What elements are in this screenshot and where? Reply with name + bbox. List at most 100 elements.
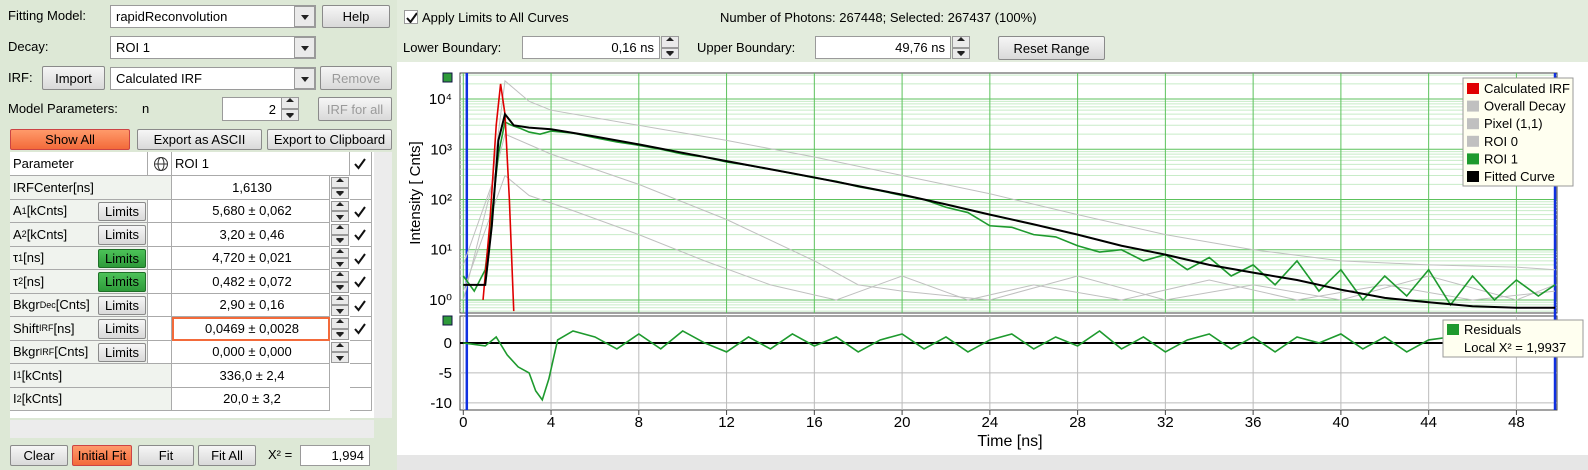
button[interactable]: Import (42, 66, 105, 90)
button[interactable]: Export to Clipboard (267, 129, 392, 150)
spin-up[interactable] (331, 294, 349, 306)
check-cell[interactable] (350, 176, 372, 200)
spin-down[interactable] (331, 328, 349, 340)
param-unit: [kCnts] (26, 226, 68, 242)
curve (462, 174, 1556, 301)
check-cell[interactable] (350, 270, 372, 294)
param-subscript: IRF (39, 323, 54, 334)
param-value[interactable]: 3,20 ± 0,46 (172, 223, 330, 247)
check-cell[interactable] (350, 387, 372, 411)
param-value[interactable]: 5,680 ± 0,062 (172, 199, 330, 223)
param-value[interactable]: 0,482 ± 0,072 (172, 270, 330, 294)
checkmark[interactable] (353, 322, 367, 336)
button[interactable]: Initial Fit (72, 445, 132, 466)
button[interactable]: Clear (10, 445, 68, 466)
legend-swatch (1467, 83, 1479, 94)
limits-button[interactable]: Limits (98, 319, 146, 339)
spin-up[interactable] (661, 36, 679, 48)
param-value[interactable]: 1,6130 (172, 176, 330, 200)
param-unit: [ns] (53, 320, 75, 336)
param-symbol: I (13, 367, 17, 383)
button[interactable]: Export as ASCII (137, 129, 262, 150)
button[interactable]: Help (322, 5, 390, 28)
spin-up[interactable] (331, 271, 349, 282)
number-input[interactable]: 2 (222, 97, 282, 121)
x-tick-label: 40 (1333, 414, 1350, 431)
spin-down[interactable] (331, 258, 349, 269)
spin-up[interactable] (331, 200, 349, 212)
spin-down[interactable] (331, 281, 349, 293)
check-cell[interactable] (350, 199, 372, 223)
spin-down[interactable] (661, 47, 679, 59)
limits-button[interactable]: Limits (98, 295, 146, 315)
button[interactable]: Remove (320, 66, 392, 90)
spin-down[interactable] (331, 234, 349, 246)
button[interactable]: Show All (10, 129, 130, 150)
spin-up[interactable] (331, 341, 349, 353)
check-cell[interactable] (350, 223, 372, 247)
limits-button[interactable]: Limits (98, 342, 146, 362)
dropdown-arrow[interactable] (294, 6, 315, 27)
param-symbol: I (13, 391, 17, 407)
limits-button[interactable]: Limits (98, 248, 146, 268)
check-cell[interactable] (350, 246, 372, 270)
button[interactable]: Reset Range (998, 36, 1105, 60)
checkmark[interactable] (353, 228, 367, 242)
param-unit: [ns] (23, 273, 45, 289)
limits-button[interactable]: Limits (98, 201, 146, 221)
param-value[interactable]: 336,0 ± 2,4 (172, 364, 330, 388)
check-cell[interactable] (350, 293, 372, 317)
param-unit: [ns] (23, 250, 45, 266)
param-value[interactable]: 4,720 ± 0,021 (172, 246, 330, 270)
spin-up[interactable] (952, 36, 970, 48)
checkmark[interactable] (353, 205, 367, 219)
text-input[interactable]: 49,76 ns (815, 36, 951, 59)
checkbox[interactable] (404, 10, 418, 24)
spin-down[interactable] (281, 109, 299, 121)
spin-down[interactable] (331, 187, 349, 199)
spin-up[interactable] (281, 97, 299, 109)
limits-button[interactable]: Limits (98, 225, 146, 245)
spin-down[interactable] (331, 211, 349, 222)
curves (460, 329, 1557, 402)
x-tick-label: 32 (1157, 414, 1174, 431)
spin-up[interactable] (331, 224, 349, 235)
checkmark[interactable] (353, 157, 367, 171)
param-value[interactable]: 2,90 ± 0,16 (172, 293, 330, 317)
limits-button[interactable]: Limits (98, 272, 146, 292)
legend-label: Overall Decay (1484, 99, 1566, 114)
check-cell[interactable] (350, 152, 372, 176)
dropdown-arrow[interactable] (294, 68, 315, 89)
param-value[interactable]: 20,0 ± 3,2 (172, 387, 330, 411)
dropdown[interactable]: rapidReconvolution (110, 5, 316, 28)
label: X² = (268, 447, 293, 462)
header-cell: ROI 1 (172, 152, 350, 176)
param-value[interactable]: 0,0469 ± 0,0028 (172, 317, 330, 341)
button[interactable]: Fit (138, 445, 194, 466)
check-cell[interactable] (350, 340, 372, 364)
x-axis-label: Time [ns] (977, 433, 1042, 450)
text-input[interactable]: 0,16 ns (522, 36, 660, 59)
blank-cell (148, 317, 172, 341)
param-symbol: IRFCenter[ns] (13, 179, 94, 195)
checkmark[interactable] (353, 299, 367, 313)
dropdown[interactable]: Calculated IRF (110, 67, 316, 90)
spin-up[interactable] (331, 318, 349, 329)
label: Decay: (8, 39, 49, 54)
dropdown[interactable]: ROI 1 (110, 36, 316, 59)
spin-up[interactable] (331, 177, 349, 188)
check-cell[interactable] (350, 317, 372, 341)
spin-down[interactable] (952, 47, 970, 59)
button[interactable]: Fit All (198, 445, 256, 466)
spin-up[interactable] (331, 247, 349, 259)
param-subscript: IRF (39, 346, 55, 357)
checkmark[interactable] (353, 275, 367, 289)
spin-down[interactable] (331, 352, 349, 363)
spin-down[interactable] (331, 305, 349, 316)
param-value[interactable]: 0,000 ± 0,000 (172, 340, 330, 364)
checkmark[interactable] (353, 252, 367, 266)
dropdown-arrow[interactable] (294, 37, 315, 58)
check-cell[interactable] (350, 364, 372, 388)
checkmark[interactable] (405, 11, 418, 24)
button[interactable]: IRF for all (318, 97, 392, 121)
